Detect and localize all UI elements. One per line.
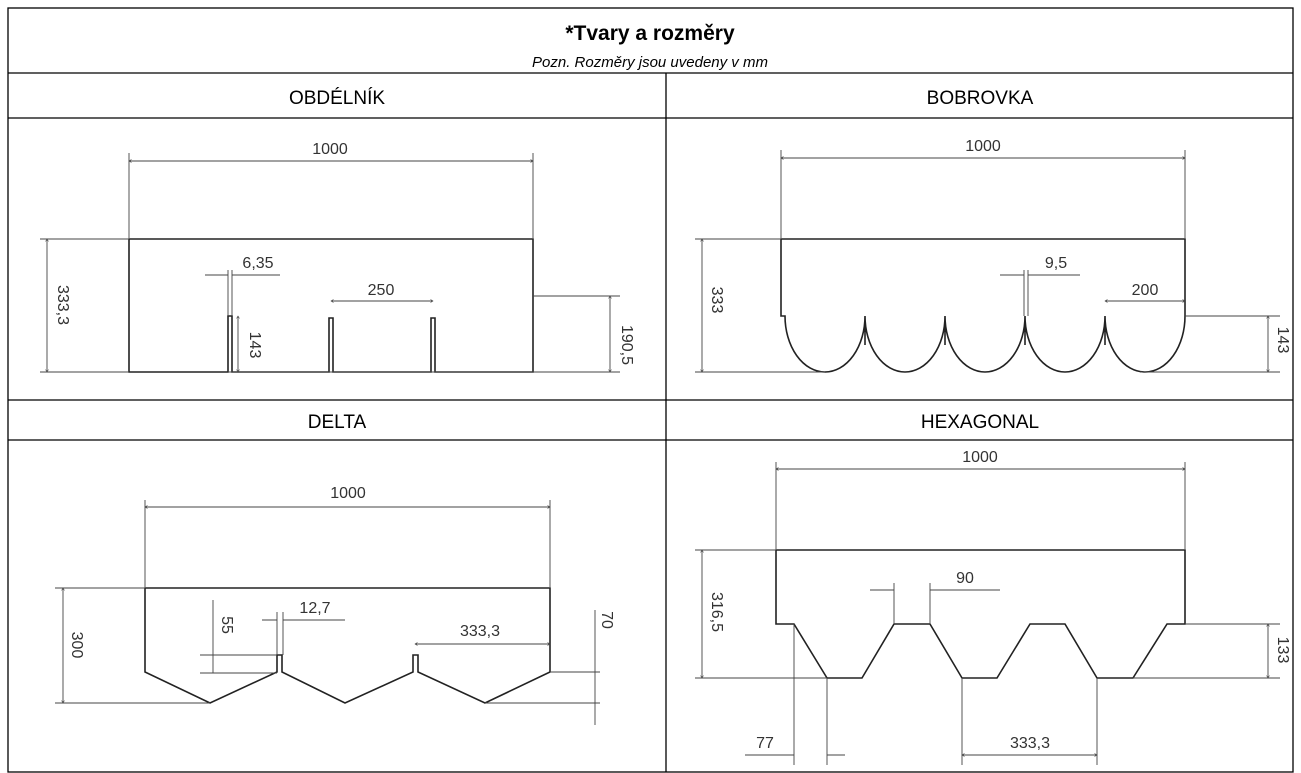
dimension: 333	[708, 287, 725, 314]
dimension: 1000	[962, 449, 998, 466]
dimension: 133	[1274, 637, 1291, 664]
dimension: 55	[218, 616, 235, 634]
dimension: 6,35	[242, 255, 273, 272]
dimension: 9,5	[1045, 255, 1067, 272]
dimension: 1000	[330, 485, 366, 502]
dimension: 333,3	[1010, 735, 1050, 752]
dimension: 250	[368, 282, 395, 299]
dimension: 333,3	[460, 623, 500, 640]
note: Pozn. Rozměry jsou uvedeny v mm	[532, 54, 768, 71]
dimension: 143	[246, 332, 263, 359]
dimension: 300	[68, 632, 85, 659]
shape-name: BOBROVKA	[927, 88, 1034, 109]
drawing-bobrovka: 1000 9,5 200 333 143	[695, 138, 1291, 373]
dimension: 1000	[312, 141, 348, 158]
title: *Tvary a rozměry	[565, 22, 735, 45]
shape-name: HEXAGONAL	[921, 412, 1039, 433]
dimension: 12,7	[299, 600, 330, 617]
drawing-obdelnik: 1000 6,35 250 333,3 143 190,5	[40, 141, 635, 373]
shape-name: DELTA	[308, 412, 367, 433]
dimension: 90	[956, 570, 974, 587]
dimension: 1000	[965, 138, 1001, 155]
shape-name: OBDÉLNÍK	[289, 88, 385, 109]
drawing-delta: 1000 55 12,7 333,3 300 70	[55, 485, 615, 725]
dimension: 190,5	[618, 325, 635, 365]
table-borders	[7, 7, 1294, 773]
dimension: 316,5	[708, 592, 725, 632]
dimension: 77	[756, 735, 774, 752]
dimension: 70	[598, 611, 615, 629]
dimension: 333,3	[54, 285, 71, 325]
drawing-hexagonal: 1000 90 316,5 133 77 333,3	[695, 449, 1291, 765]
dimension: 200	[1132, 282, 1159, 299]
dimension: 143	[1274, 327, 1291, 354]
